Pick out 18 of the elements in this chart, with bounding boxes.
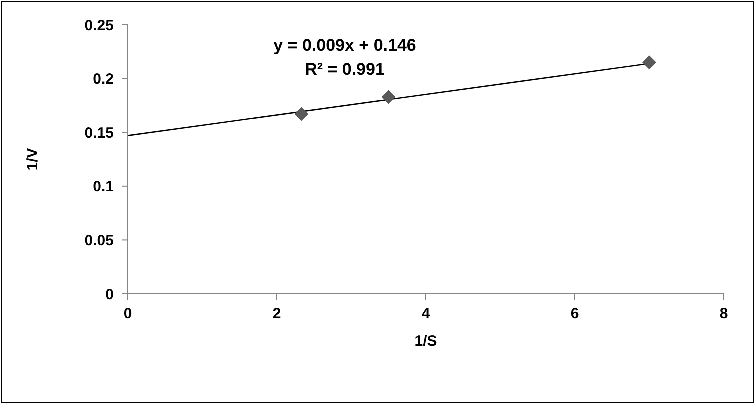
x-tick-label: 6 — [570, 306, 580, 323]
annotation: R² = 0.991 — [304, 60, 386, 80]
point — [642, 56, 656, 70]
x-tick-label: 4 — [422, 306, 431, 323]
y-tick-label: 0.15 — [84, 124, 114, 142]
x-axis-title: 1/S — [414, 333, 438, 350]
y-axis-title: 1/V — [24, 148, 42, 171]
y-tick-label: 0 — [106, 286, 114, 304]
point — [382, 90, 396, 104]
y-tick-label: 0.25 — [84, 17, 114, 34]
x-tick-label: 0 — [124, 306, 132, 323]
x-tick-label: 8 — [720, 306, 728, 323]
y-tick-label: 0.1 — [93, 178, 114, 196]
point — [294, 107, 309, 122]
annotation: y = 0.009x + 0.146 — [272, 36, 418, 56]
y-tick-label: 0.2 — [93, 71, 114, 88]
y-tick-label: 0.05 — [84, 232, 114, 250]
x-tick-label: 2 — [272, 306, 282, 323]
